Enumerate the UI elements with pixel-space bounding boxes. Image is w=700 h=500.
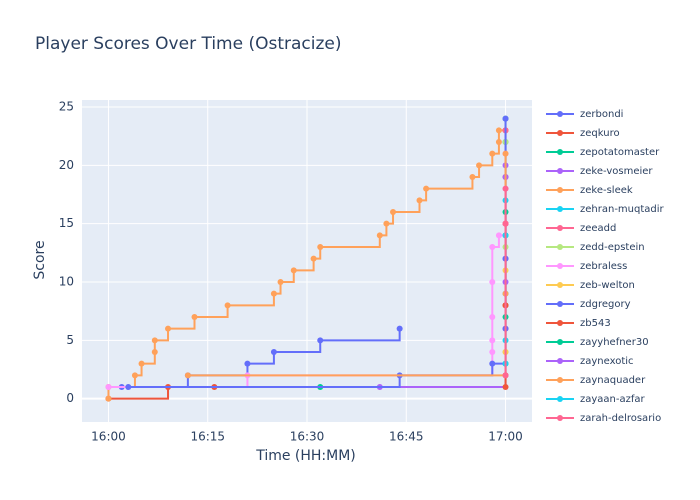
x-tick-label: 16:30 — [290, 430, 325, 444]
legend-marker — [557, 149, 563, 155]
data-point — [390, 209, 397, 215]
data-point — [489, 150, 496, 157]
legend-marker — [557, 187, 563, 193]
legend-label: zayyhefner30 — [580, 337, 649, 348]
data-point — [383, 220, 390, 227]
data-point — [416, 197, 423, 204]
data-point — [502, 185, 509, 192]
legend-label: zeeadd — [580, 223, 616, 234]
y-tick-label: 5 — [66, 333, 74, 347]
legend-label: zeqkuro — [580, 128, 620, 139]
data-point — [502, 150, 509, 157]
legend-label: zebraless — [580, 261, 627, 272]
data-point — [502, 384, 509, 390]
x-axis-title: Time (HH:MM) — [255, 448, 356, 464]
legend-label: zb543 — [580, 318, 611, 329]
legend-marker — [557, 339, 563, 345]
data-point — [184, 372, 191, 379]
data-point — [131, 372, 138, 379]
data-point — [105, 384, 112, 390]
legend-label: zeb-welton — [580, 280, 635, 291]
legend-marker — [557, 263, 563, 269]
data-point — [469, 174, 476, 180]
legend-marker — [557, 168, 563, 174]
data-point — [502, 220, 509, 227]
data-point — [317, 244, 324, 250]
data-point — [476, 162, 483, 169]
data-point — [495, 139, 502, 145]
data-point — [489, 244, 496, 250]
y-tick-label: 25 — [59, 100, 74, 114]
y-tick-label: 15 — [59, 216, 74, 230]
data-point — [489, 314, 496, 320]
y-axis-title: Score — [32, 240, 48, 279]
y-tick-label: 0 — [66, 391, 74, 405]
data-point — [489, 279, 496, 285]
legend-marker — [557, 130, 563, 136]
legend-marker — [557, 206, 563, 212]
data-point — [138, 360, 145, 367]
data-point — [151, 337, 158, 344]
data-point — [502, 372, 509, 379]
x-tick-label: 16:45 — [389, 430, 424, 444]
legend-label: zaynexotic — [580, 356, 634, 367]
legend: zerbondi zeqkuro zepotatomaster zeke-vosmei… — [546, 109, 665, 424]
data-point — [277, 279, 284, 285]
data-point — [376, 232, 383, 239]
legend-label: zedd-epstein — [580, 242, 645, 253]
data-point — [270, 349, 277, 355]
legend-label: zepotatomaster — [580, 147, 660, 158]
legend-marker — [557, 320, 563, 326]
data-point — [310, 255, 317, 262]
legend-marker — [557, 377, 563, 383]
data-point — [290, 267, 297, 274]
plot — [105, 115, 509, 402]
legend-marker — [557, 358, 563, 364]
data-point — [396, 325, 403, 332]
data-point — [489, 349, 496, 355]
data-point — [125, 384, 132, 390]
data-point — [495, 127, 502, 134]
data-point — [489, 337, 496, 344]
legend-marker — [557, 282, 563, 288]
series-line — [121, 328, 401, 388]
data-point — [224, 302, 231, 309]
series-line — [107, 118, 507, 399]
x-tick-label: 17:00 — [488, 430, 523, 444]
y-tick-label: 10 — [59, 275, 74, 289]
y-tick-label: 20 — [59, 158, 74, 172]
legend-marker — [557, 111, 563, 117]
legend-label: zayaan-azfar — [580, 394, 646, 405]
data-point — [423, 185, 430, 192]
legend-marker — [557, 244, 563, 250]
legend-label: zdgregory — [580, 299, 631, 310]
legend-marker — [557, 415, 563, 421]
data-point — [151, 349, 158, 355]
legend-label: zarah-delrosario — [580, 413, 661, 424]
data-point — [495, 232, 502, 239]
data-point — [191, 314, 198, 320]
legend-marker — [557, 225, 563, 231]
data-point — [270, 290, 277, 297]
data-point — [105, 395, 112, 402]
data-point — [244, 360, 251, 367]
legend-label: zerbondi — [580, 109, 623, 120]
data-point — [165, 325, 172, 332]
data-point — [502, 115, 509, 122]
legend-marker — [557, 396, 563, 402]
legend-label: zehran-muqtadir — [580, 204, 665, 215]
legend-label: zeke-sleek — [580, 185, 633, 196]
x-tick-label: 16:00 — [91, 430, 126, 444]
legend-label: zaynaquader — [580, 375, 646, 386]
legend-marker — [557, 301, 563, 307]
data-point — [489, 360, 496, 367]
legend-label: zeke-vosmeier — [580, 166, 653, 177]
data-point — [317, 337, 324, 344]
chart-title: Player Scores Over Time (Ostracize) — [35, 34, 342, 54]
x-tick-label: 16:15 — [190, 430, 225, 444]
